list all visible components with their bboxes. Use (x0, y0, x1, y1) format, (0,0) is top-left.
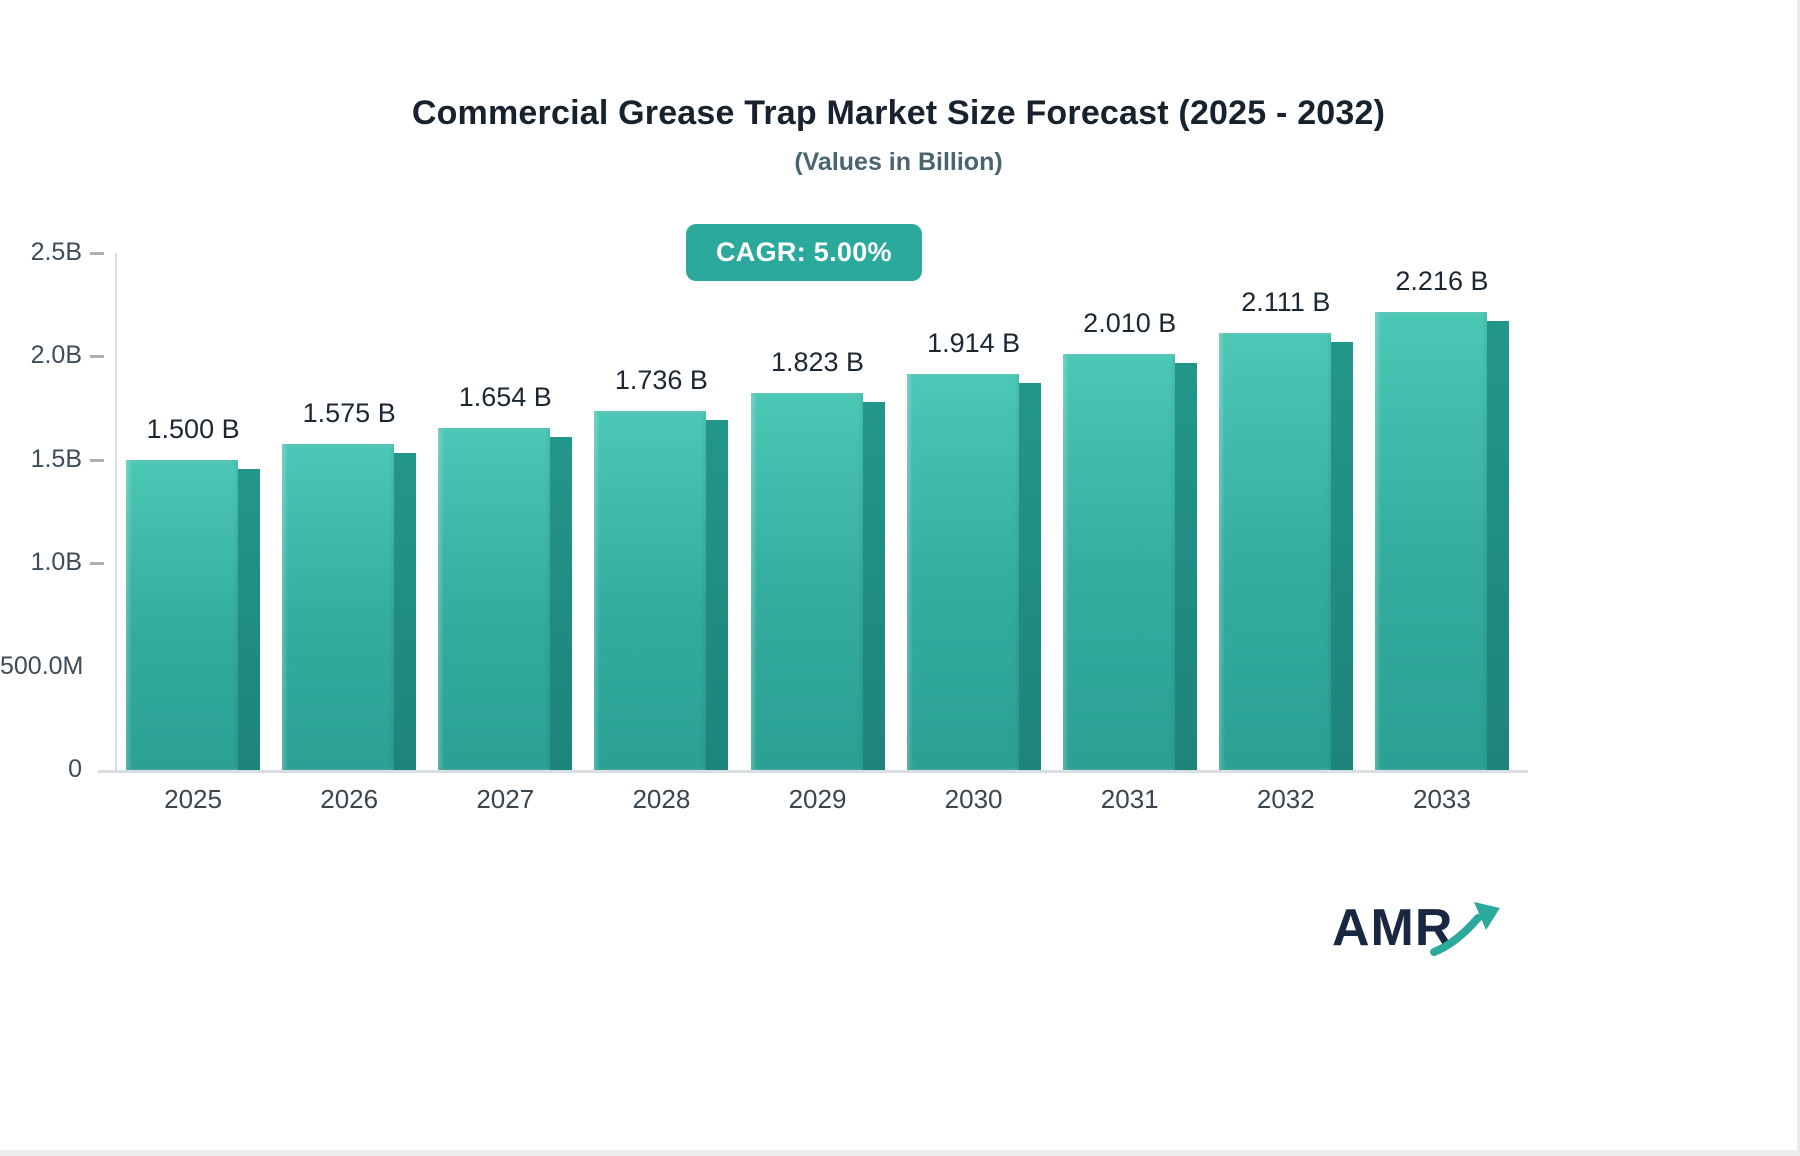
y-axis-line (115, 253, 117, 770)
bar (126, 459, 239, 770)
bar-value-label: 1.736 B (614, 364, 708, 395)
y-axis-label: 0 (68, 755, 82, 783)
bar (1062, 354, 1175, 770)
bar (906, 374, 1019, 770)
bar-value-label: 2.216 B (1395, 265, 1489, 296)
bar-value-label: 2.111 B (1241, 287, 1331, 318)
x-axis-label: 2027 (476, 784, 535, 814)
x-axis-label: 2026 (320, 784, 379, 814)
bar-value-label: 1.823 B (770, 347, 865, 377)
x-axis-label: 2028 (632, 784, 691, 814)
bar-value-label: 2.010 B (1083, 308, 1177, 339)
bar-value-label: 1.575 B (302, 398, 396, 429)
y-axis-label: 2.5B (30, 238, 82, 266)
bar-side-face (862, 402, 885, 770)
y-axis-label: 500.0M (0, 651, 84, 680)
bar (1374, 311, 1487, 770)
x-axis-line (98, 770, 1528, 773)
bar-value-label: 1.654 B (458, 381, 552, 412)
cagr-badge: CAGR: 5.00% (686, 224, 922, 281)
y-axis-tick (90, 458, 104, 462)
bar-side-face (238, 468, 261, 770)
y-axis-tick (90, 355, 104, 359)
y-axis-label: 1.5B (30, 444, 82, 473)
x-axis-label: 2030 (944, 784, 1003, 814)
x-axis-label: 2031 (1100, 784, 1159, 814)
x-axis-label: 2033 (1413, 784, 1471, 814)
bar-value-label: 1.500 B (146, 413, 240, 444)
amr-logo: AMR (1332, 898, 1502, 968)
trend-up-arrow-icon (1430, 902, 1500, 956)
bar-side-face (1018, 383, 1041, 770)
bar (438, 427, 551, 770)
bar-side-face (394, 453, 417, 770)
chart-subtitle: (Values in Billion) (794, 148, 1003, 176)
x-axis-label: 2025 (164, 784, 222, 814)
chart-title: Commercial Grease Trap Market Size Forec… (411, 94, 1386, 132)
bar-side-face (1486, 320, 1509, 770)
y-axis-tick (90, 252, 104, 255)
bar (1218, 333, 1331, 770)
x-axis-label: 2029 (788, 784, 847, 814)
y-axis-label: 1.0B (30, 548, 82, 577)
bar (282, 444, 395, 770)
bar-side-face (1174, 363, 1197, 770)
y-axis-tick (90, 562, 104, 566)
bar-value-label: 1.914 B (927, 328, 1021, 359)
amr-logo-text: AMR (1332, 899, 1454, 957)
x-axis-label: 2032 (1256, 784, 1315, 814)
bar (750, 393, 863, 770)
bar-side-face (1330, 342, 1353, 770)
y-axis-label: 2.0B (30, 341, 82, 370)
bar (594, 410, 707, 770)
bar-side-face (706, 419, 729, 770)
bar-side-face (550, 436, 573, 770)
